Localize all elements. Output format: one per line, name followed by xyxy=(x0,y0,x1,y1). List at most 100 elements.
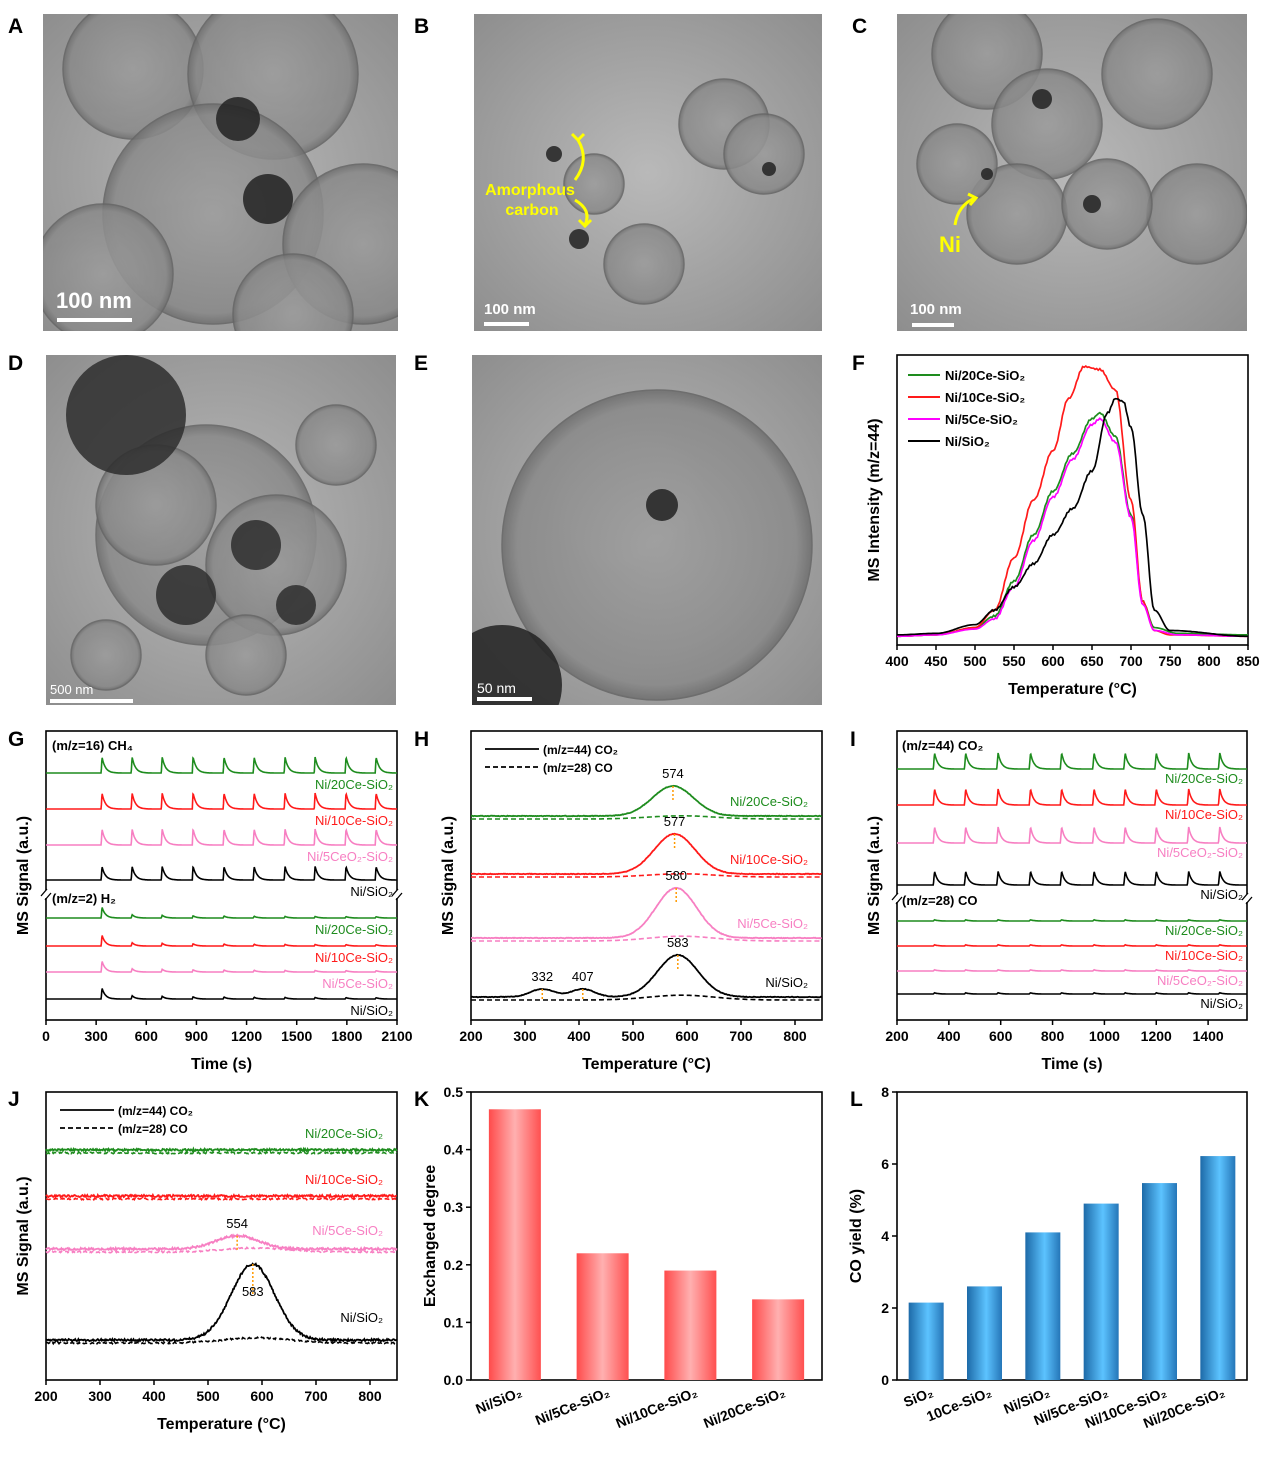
series-label: Ni/20Ce-SiO₂ xyxy=(315,922,393,937)
panel-label-j: J xyxy=(8,1088,20,1111)
co-line xyxy=(45,1150,398,1156)
x-tick-label: 400 xyxy=(567,1028,591,1044)
series-label: Ni/5CeO₂-SiO₂ xyxy=(1157,845,1243,860)
y-tick-label: 2 xyxy=(881,1300,889,1316)
scale-bar xyxy=(477,697,532,701)
x-tick-label: 200 xyxy=(885,1028,909,1044)
nickel-particle xyxy=(472,625,562,705)
co2-line xyxy=(470,953,823,999)
series-label: Ni/20Ce-SiO₂ xyxy=(1165,771,1243,786)
axes-frame xyxy=(45,1091,398,1381)
silica-sphere xyxy=(916,123,998,205)
axis-break-icon xyxy=(40,888,52,901)
arrow-icon xyxy=(953,196,976,226)
silica-sphere xyxy=(563,153,625,215)
co-line xyxy=(471,815,822,820)
x-tick-label: 1800 xyxy=(331,1028,362,1044)
y-axis-label: MS Signal (a.u.) xyxy=(15,1176,32,1295)
axes-frame xyxy=(896,354,1249,646)
x-tick-label: 300 xyxy=(513,1028,537,1044)
x-tick-label: 450 xyxy=(924,653,948,669)
x-tick-label: 850 xyxy=(1236,653,1260,669)
panel-label-d: D xyxy=(8,352,23,375)
axis-break-icon xyxy=(391,888,403,901)
series-label: Ni/10Ce-SiO₂ xyxy=(1165,807,1243,822)
bar-2 xyxy=(664,1270,717,1380)
axes-frame xyxy=(896,730,1248,1021)
co2-line xyxy=(45,1146,398,1154)
bar-4 xyxy=(1142,1183,1177,1380)
series-line xyxy=(46,792,397,810)
y-axis-label: MS Signal (a.u.) xyxy=(866,816,883,935)
co-line xyxy=(45,1335,398,1346)
silica-sphere xyxy=(43,203,174,331)
panel-label-h: H xyxy=(414,728,429,751)
nickel-particle xyxy=(276,585,316,625)
bar-0 xyxy=(488,1109,541,1380)
tem-image-b: 100 nm xyxy=(474,14,822,331)
co2-line xyxy=(471,886,822,940)
axis-break xyxy=(393,890,401,898)
series-label: Ni/SiO₂ xyxy=(1200,887,1243,902)
tem-content xyxy=(66,355,377,696)
series-label: Ni/20Ce-SiO₂ xyxy=(1165,923,1243,938)
x-tick-label: 600 xyxy=(250,1388,274,1404)
panel-label-b: B xyxy=(414,15,429,38)
silica-sphere xyxy=(1146,163,1247,265)
x-tick-label: 750 xyxy=(1158,653,1182,669)
x-category-label: Ni/10Ce-SiO₂ xyxy=(613,1384,699,1431)
axes-frame xyxy=(470,1091,823,1381)
bar-0 xyxy=(908,1302,944,1380)
arrowhead-icon xyxy=(967,192,979,206)
axes-frame xyxy=(896,1091,1248,1381)
nickel-particle xyxy=(216,97,260,141)
x-tick-label: 0 xyxy=(42,1028,50,1044)
peak-label: 407 xyxy=(572,969,594,984)
y-axis-label: MS Signal (a.u.) xyxy=(15,816,32,935)
series-line xyxy=(897,991,1247,995)
bar-5 xyxy=(1200,1156,1236,1380)
x-tick-label: 200 xyxy=(459,1028,483,1044)
silica-sphere xyxy=(70,619,142,691)
silica-sphere xyxy=(205,614,287,696)
x-tick-label: 1500 xyxy=(281,1028,312,1044)
legend-label: Ni/20Ce-SiO₂ xyxy=(945,368,1025,383)
series-label: Ni/SiO₂ xyxy=(765,975,808,990)
peak-label: 580 xyxy=(665,868,687,883)
series-line xyxy=(46,935,397,947)
legend-label: (m/z=44) CO₂ xyxy=(543,743,618,757)
series-line xyxy=(897,752,1247,770)
peak-label: 583 xyxy=(242,1284,264,1299)
chart-f: 400 450 500 550 600 650 700 750 800 850 Temperatur… xyxy=(866,354,1260,698)
nickel-particle xyxy=(546,146,562,162)
y-tick-label: 0.4 xyxy=(444,1142,464,1158)
arrowhead-icon xyxy=(577,218,593,229)
co-line xyxy=(45,1196,398,1202)
annotation-carbon: carbon xyxy=(505,202,558,219)
legend-label: Ni/SiO₂ xyxy=(945,434,990,449)
x-tick-label: 300 xyxy=(84,1028,108,1044)
legend-label: (m/z=28) CO xyxy=(118,1122,188,1136)
x-axis-label: Temperature (°C) xyxy=(157,1416,286,1433)
panel-label-a: A xyxy=(8,15,23,38)
axis-break-icon xyxy=(891,892,903,905)
series-line xyxy=(897,788,1247,806)
y-tick-label: 0.2 xyxy=(444,1257,464,1273)
axis-break xyxy=(42,890,50,898)
x-axis-label: Time (s) xyxy=(1041,1056,1102,1073)
nickel-particle xyxy=(762,162,776,176)
silica-sphere xyxy=(1101,18,1213,130)
silica-sphere xyxy=(991,68,1103,180)
y-tick-label: 0.1 xyxy=(444,1314,464,1330)
x-tick-label: 600 xyxy=(135,1028,159,1044)
series-line-3 xyxy=(896,397,1248,638)
peak-label: 574 xyxy=(662,766,684,781)
x-tick-label: 1200 xyxy=(1141,1028,1172,1044)
group-label: (m/z=44) CO₂ xyxy=(902,738,983,753)
silica-sphere xyxy=(603,223,685,305)
silica-sphere xyxy=(205,494,347,636)
co2-line xyxy=(45,1192,398,1200)
x-axis-label: Temperature (°C) xyxy=(582,1056,711,1073)
chart-k: 0.0 0.1 0.2 0.3 0.4 0.5 Ni/SiO₂ Ni/5Ce-SiO₂ Ni/1… xyxy=(422,1084,823,1431)
